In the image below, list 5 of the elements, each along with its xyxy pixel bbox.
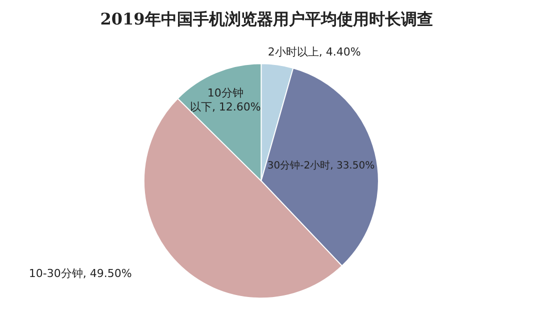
- slice-label: 30分钟-2小时, 33.50%: [267, 160, 375, 172]
- slice-label: 2小时以上, 4.40%: [268, 45, 361, 58]
- slice-label: 10-30分钟, 49.50%: [28, 267, 132, 280]
- chart-title: 2019年中国手机浏览器用户平均使用时长调查: [100, 10, 433, 28]
- slice-label: 10分钟以下, 12.60%: [190, 86, 261, 114]
